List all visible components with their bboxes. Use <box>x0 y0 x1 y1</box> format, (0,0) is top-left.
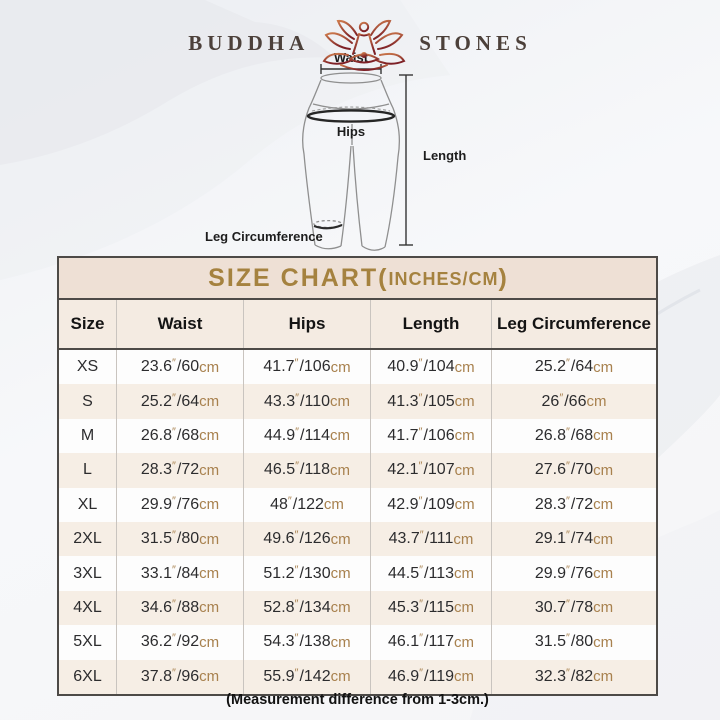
length-value-cell: 44.5 ″/113 cm <box>370 556 491 591</box>
hips-value-cell: 46.5 ″/118 cm <box>243 453 370 488</box>
leg-value-cell: 25.2 ″/64 cm <box>491 350 656 385</box>
table-row: 3XL 33.1 ″/84 cm 51.2 ″/130 cm 44.5 ″/113 cm 29.9 ″… <box>59 556 656 591</box>
hips-value-cell: 48 ″/122 cm <box>243 487 370 522</box>
length-value-cell: 42.9 ″/109 cm <box>370 487 491 522</box>
waist-value-cell: 26.8 ″/68 cm <box>116 418 243 454</box>
hips-value-cell: 49.6 ″/126 cm <box>243 521 370 557</box>
hips-value-cell: 51.2 ″/130 cm <box>243 556 370 591</box>
column-header-leg-circumference: Leg Circumference <box>491 300 656 348</box>
leg-value-cell: 30.7 ″/78 cm <box>491 590 656 626</box>
waist-value-cell: 33.1 ″/84 cm <box>116 556 243 591</box>
leg-value-cell: 26.8 ″/68 cm <box>491 418 656 454</box>
length-value-cell: 46.9 ″/119 cm <box>370 659 491 694</box>
length-value-cell: 41.3 ″/105 cm <box>370 384 491 419</box>
waist-value-cell: 29.9 ″/76 cm <box>116 487 243 522</box>
table-row: M 26.8 ″/68 cm 44.9 ″/114 cm 41.7 ″/106 cm 26.8 ″/6… <box>59 418 656 454</box>
table-row: 4XL 34.6 ″/88 cm 52.8 ″/134 cm 45.3 ″/115 cm 30.7 ″… <box>59 590 656 626</box>
size-cell: 6XL <box>73 667 102 685</box>
pants-measurement-diagram: Waist Hips Length Leg Circumference <box>205 50 466 251</box>
leg-value-cell: 26 ″/66 cm <box>491 384 656 419</box>
length-value-cell: 41.7 ″/106 cm <box>370 418 491 454</box>
length-value-cell: 40.9 ″/104 cm <box>370 350 491 385</box>
hips-value-cell: 54.3 ″/138 cm <box>243 625 370 660</box>
waist-value-cell: 25.2 ″/64 cm <box>116 384 243 419</box>
size-cell: L <box>83 461 92 479</box>
size-cell: S <box>82 392 93 410</box>
waist-value-cell: 31.5 ″/80 cm <box>116 521 243 557</box>
size-chart-table: SIZE CHART(INCHES/CM) Size Waist Hips Le… <box>57 256 658 696</box>
table-header-row: Size Waist Hips Length Leg Circumference <box>59 300 656 350</box>
hips-label: Hips <box>337 124 365 139</box>
column-header-waist: Waist <box>116 300 243 348</box>
size-cell: XL <box>77 495 98 513</box>
length-label: Length <box>423 148 466 163</box>
hips-value-cell: 44.9 ″/114 cm <box>243 418 370 454</box>
length-value-cell: 42.1 ″/107 cm <box>370 453 491 488</box>
measurement-note: (Measurement difference from 1-3cm.) <box>226 692 489 708</box>
lotus-meditation-logo-icon <box>322 19 406 71</box>
leg-value-cell: 27.6 ″/70 cm <box>491 453 656 488</box>
hips-value-cell: 43.3 ″/110 cm <box>243 384 370 419</box>
table-row: 6XL 37.8 ″/96 cm 55.9 ″/142 cm 46.9 ″/119 cm 32.3 ″… <box>59 659 656 694</box>
size-cell: 2XL <box>73 530 102 548</box>
leg-circumference-label: Leg Circumference <box>205 229 323 244</box>
column-header-size: Size <box>70 314 105 333</box>
size-cell: 3XL <box>73 564 102 582</box>
size-chart-title-close: ) <box>498 263 507 292</box>
brand-word-left: BUDDHA <box>188 30 310 55</box>
size-chart-title-units: INCHES/CM <box>388 269 499 289</box>
table-row: XS 23.6 ″/60 cm 41.7 ″/106 cm 40.9 ″/104 cm 25.2 ″ /… <box>59 350 656 385</box>
waist-value-cell: 36.2 ″/92 cm <box>116 625 243 660</box>
waist-value-cell: 34.6 ″/88 cm <box>116 590 243 626</box>
table-row: 2XL 31.5 ″/80 cm 49.6 ″/126 cm 43.7 ″/111 cm 29.1 ″… <box>59 521 656 557</box>
column-header-hips: Hips <box>243 300 370 348</box>
hips-value-cell: 55.9 ″/142 cm <box>243 659 370 694</box>
size-chart-title: SIZE CHART(INCHES/CM) <box>59 258 656 300</box>
length-value-cell: 45.3 ″/115 cm <box>370 590 491 626</box>
waist-value-cell: 28.3 ″/72 cm <box>116 453 243 488</box>
size-cell: 5XL <box>73 633 102 651</box>
leg-value-cell: 32.3 ″/82 cm <box>491 659 656 694</box>
waist-value-cell: 37.8 ″/96 cm <box>116 659 243 694</box>
brand-word-right: STONES <box>419 30 532 55</box>
table-body: XS 23.6 ″/60 cm 41.7 ″/106 cm 40.9 ″/104 cm 25.2 ″ /… <box>59 350 656 694</box>
size-chart-title-main: SIZE CHART( <box>208 263 389 292</box>
brand-header: BUDDHA STONES <box>0 12 720 74</box>
table-row: 5XL 36.2 ″/92 cm 54.3 ″/138 cm 46.1 ″/117 cm 31.5 ″… <box>59 625 656 660</box>
size-cell: M <box>80 426 95 444</box>
leg-value-cell: 29.9 ″/76 cm <box>491 556 656 591</box>
table-row: XL 29.9 ″/76 cm 48 ″/122 cm 42.9 ″/109 cm 28.3 ″/72… <box>59 487 656 522</box>
table-row: L 28.3 ″/72 cm 46.5 ″/118 cm 42.1 ″/107 cm 27.6 ″/7… <box>59 453 656 488</box>
length-value-cell: 46.1 ″/117 cm <box>370 625 491 660</box>
length-value-cell: 43.7 ″/111 cm <box>370 521 491 557</box>
leg-value-cell: 29.1 ″/74 cm <box>491 521 656 557</box>
leg-value-cell: 28.3 ″/72 cm <box>491 487 656 522</box>
leg-value-cell: 31.5 ″/80 cm <box>491 625 656 660</box>
hips-value-cell: 41.7 ″/106 cm <box>243 350 370 385</box>
size-cell: XS <box>76 358 99 376</box>
hips-value-cell: 52.8 ″/134 cm <box>243 590 370 626</box>
waist-value-cell: 23.6 ″/60 cm <box>116 350 243 385</box>
table-row: S 25.2 ″/64 cm 43.3 ″/110 cm 41.3 ″/105 cm 26 ″/66 c… <box>59 384 656 419</box>
size-cell: 4XL <box>73 598 102 616</box>
column-header-length: Length <box>370 300 491 348</box>
